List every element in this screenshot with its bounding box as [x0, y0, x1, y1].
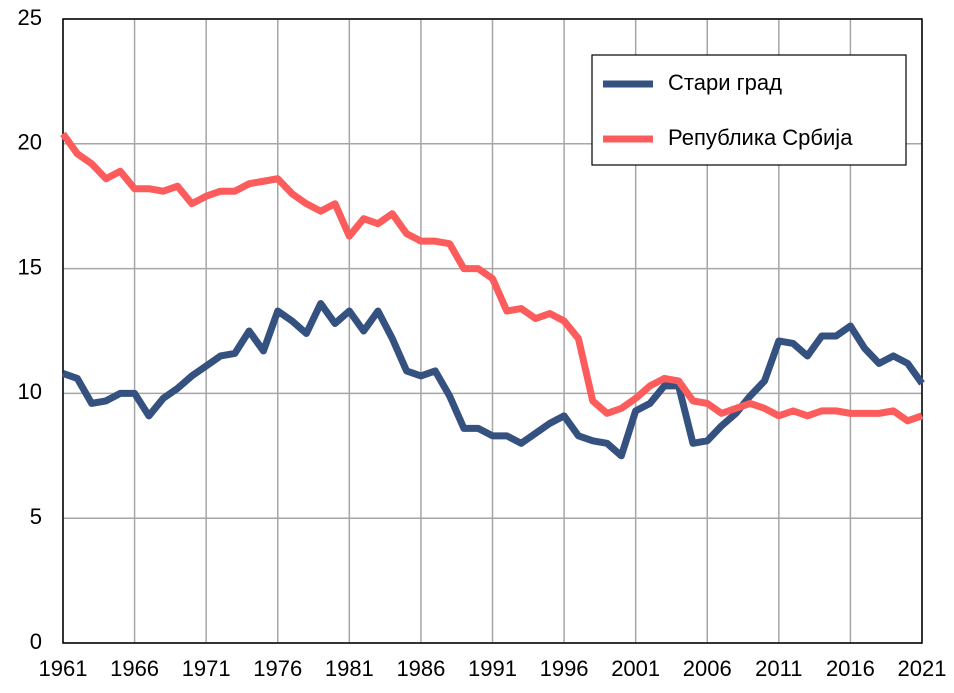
- y-tick-label: 10: [18, 379, 42, 404]
- x-tick-label: 1991: [468, 656, 517, 681]
- x-tick-label: 1976: [253, 656, 302, 681]
- x-tick-label: 1966: [110, 656, 159, 681]
- y-tick-label: 25: [18, 5, 42, 30]
- data-line: [60, 131, 924, 425]
- x-tick-label: 1971: [182, 656, 231, 681]
- x-tick-label: 1961: [39, 656, 88, 681]
- x-tick-label: 2006: [683, 656, 732, 681]
- x-tick-label: 1981: [325, 656, 374, 681]
- x-tick-label: 1986: [396, 656, 445, 681]
- y-tick-label: 5: [30, 504, 42, 529]
- legend-label: Република Србија: [668, 125, 853, 150]
- legend-label: Стари град: [668, 70, 782, 95]
- legend-box: [591, 54, 907, 166]
- y-tick-label: 0: [30, 629, 42, 654]
- x-tick-label: 2011: [755, 656, 802, 681]
- plot-frame: [62, 18, 923, 644]
- x-tick-label: 1996: [540, 656, 589, 681]
- data-line: [61, 300, 925, 460]
- x-tick-label: 2001: [611, 656, 660, 681]
- x-tick-label: 2016: [826, 656, 875, 681]
- y-tick-label: 15: [18, 254, 42, 279]
- y-tick-label: 20: [18, 130, 42, 155]
- x-tick-label: 2021: [898, 656, 947, 681]
